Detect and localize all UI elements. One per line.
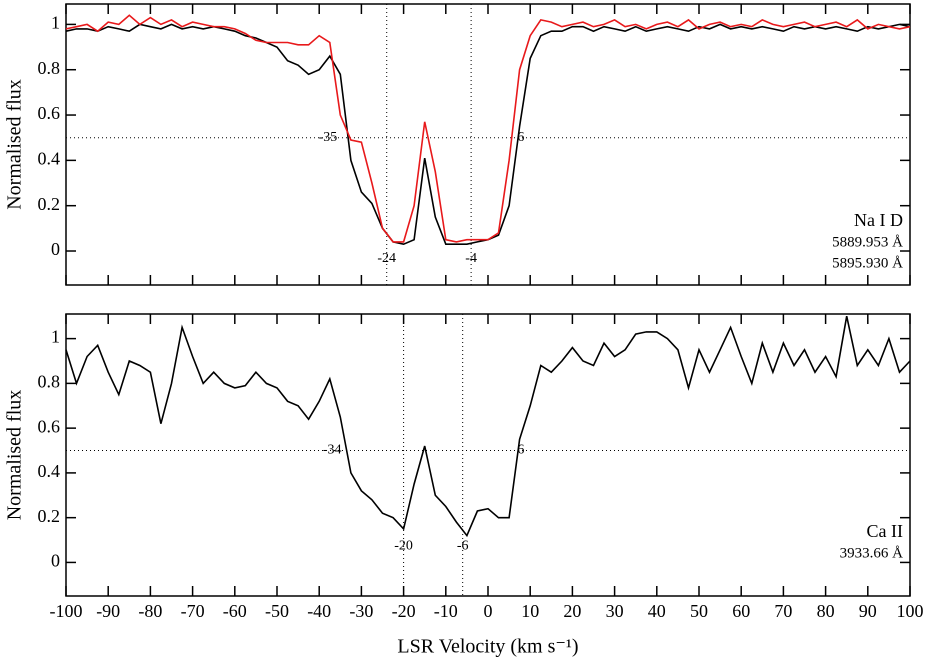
x-tick-label: 10 (521, 601, 539, 621)
x-tick-label: -20 (392, 601, 416, 621)
x-tick-label: -80 (138, 601, 162, 621)
plot-frame (65, 3, 911, 286)
legend-entry: 5895.930 Å (832, 255, 903, 271)
legend-entry: 3933.66 Å (840, 545, 904, 561)
y-tick-label: 1 (51, 13, 60, 33)
spectrum-line (65, 316, 911, 538)
x-tick-label: 70 (774, 601, 792, 621)
half-point-label: 6 (517, 130, 524, 145)
x-tick-label: -60 (223, 601, 247, 621)
x-tick-label: 40 (648, 601, 666, 621)
x-axis-title: LSR Velocity (km s⁻¹) (397, 636, 578, 658)
x-tick-label: 30 (606, 601, 624, 621)
half-point-label: 6 (517, 443, 524, 458)
legend-entry: 5889.953 Å (832, 234, 903, 250)
x-tick-label: 80 (817, 601, 835, 621)
half-point-label: -34 (323, 443, 342, 458)
x-tick-label: -50 (265, 601, 289, 621)
half-point-label: -35 (319, 130, 338, 145)
x-tick-label: -10 (434, 601, 458, 621)
x-tick-label: -90 (96, 601, 120, 621)
x-tick-label: -100 (50, 601, 83, 621)
x-tick-label: 20 (563, 601, 581, 621)
y-tick-label: 0.6 (38, 416, 61, 436)
x-tick-label: 90 (859, 601, 877, 621)
x-tick-label: 60 (732, 601, 750, 621)
y-axis-title: Normalised flux (4, 79, 26, 210)
y-tick-label: 0.4 (38, 461, 61, 481)
y-tick-label: 1 (51, 327, 60, 347)
x-tick-label: 50 (690, 601, 708, 621)
y-tick-label: 0.6 (38, 103, 61, 123)
y-tick-label: 0.4 (38, 148, 61, 168)
x-tick-label: -40 (307, 601, 331, 621)
spectrum-line (65, 14, 911, 243)
x-tick-label: -30 (349, 601, 373, 621)
y-tick-label: 0 (51, 239, 60, 259)
velocity-label: -4 (465, 251, 477, 266)
y-tick-label: 0.8 (38, 372, 61, 392)
velocity-label: -6 (457, 539, 469, 554)
legend-title: Ca II (867, 521, 903, 541)
x-tick-label: -70 (181, 601, 205, 621)
y-tick-label: 0 (51, 551, 60, 571)
y-tick-label: 0.2 (38, 506, 61, 526)
velocity-label: -20 (394, 539, 413, 554)
x-tick-label: 0 (484, 601, 493, 621)
spectrum-line (65, 23, 911, 246)
y-tick-label: 0.8 (38, 58, 61, 78)
legend-title: Na I D (854, 210, 903, 230)
y-axis-title: Normalised flux (4, 390, 26, 521)
y-tick-label: 0.2 (38, 194, 61, 214)
x-tick-label: 100 (897, 601, 924, 621)
velocity-label: -24 (377, 251, 396, 266)
